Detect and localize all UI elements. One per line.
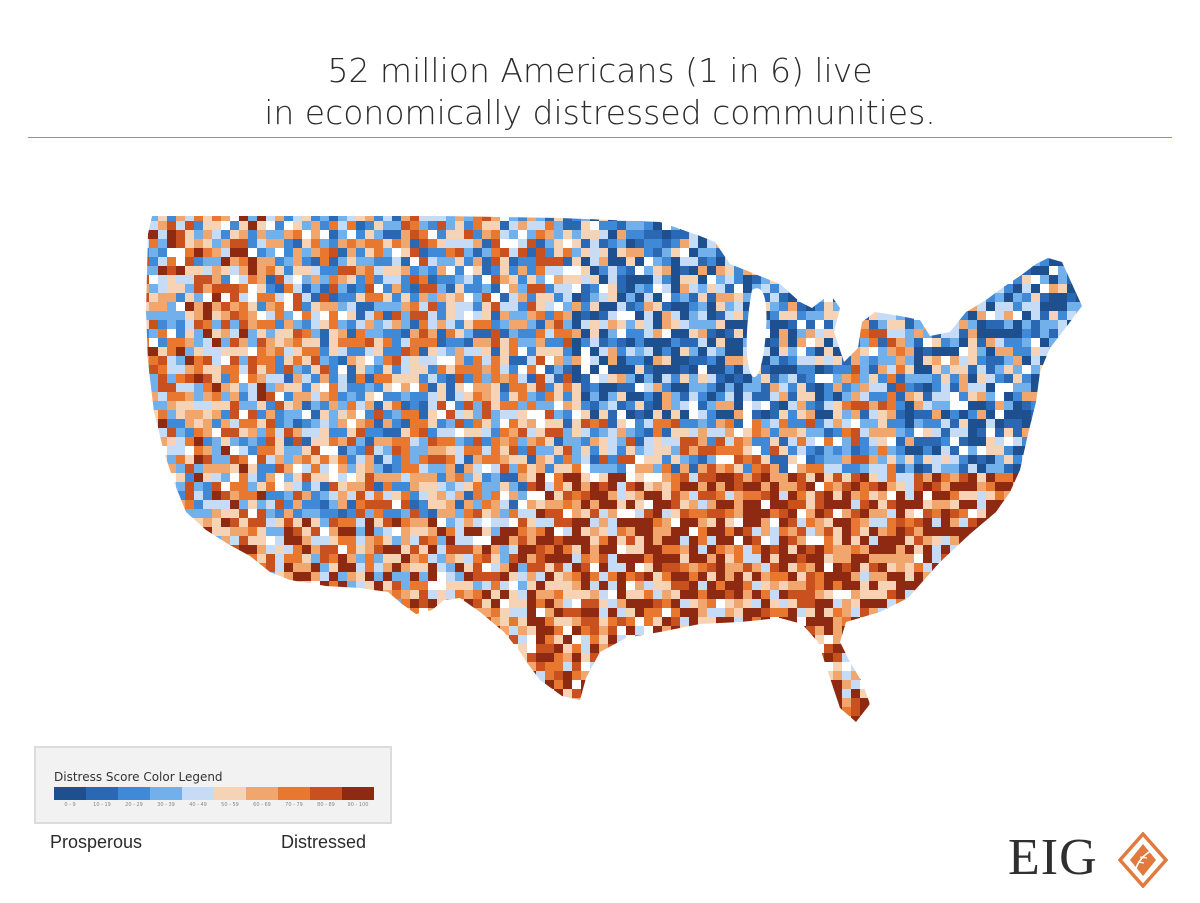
legend-swatch-label: 70 - 79 [285,802,303,808]
legend-swatch-color [246,787,278,800]
legend-swatch: 70 - 79 [278,787,310,808]
legend-swatch: 10 - 19 [86,787,118,808]
legend-swatch-color [150,787,182,800]
legend-swatch-color [310,787,342,800]
legend-swatch-label: 90 - 100 [347,802,369,808]
legend-swatch-color [182,787,214,800]
legend-swatch: 80 - 89 [310,787,342,808]
eig-logo-text: EIG [1008,829,1098,886]
legend-swatches: 0 - 9 10 - 19 20 - 29 30 - 39 40 - 49 50 - 59… [54,787,374,808]
legend: Distress Score Color Legend 0 - 9 10 - 19… [34,746,392,824]
legend-swatch-label: 10 - 19 [93,802,111,808]
legend-swatch: 20 - 29 [118,787,150,808]
legend-swatch-color [118,787,150,800]
legend-swatch-label: 40 - 49 [189,802,207,808]
legend-swatch-color [214,787,246,800]
legend-swatch-color [342,787,374,800]
legend-low-label: Prosperous [50,832,143,852]
legend-swatch-color [278,787,310,800]
legend-swatch: 0 - 9 [54,787,86,808]
lake-michigan-shape [746,288,767,378]
diamond-leaf-icon [1118,832,1168,888]
legend-swatch: 90 - 100 [342,787,374,808]
legend-swatch: 50 - 59 [214,787,246,808]
us-distress-map [140,212,1085,724]
page-title: 52 million Americans (1 in 6) live in ec… [0,50,1200,134]
legend-swatch-label: 60 - 69 [253,802,271,808]
legend-swatch: 30 - 39 [150,787,182,808]
legend-swatch-label: 20 - 29 [125,802,143,808]
us-map-icon [140,212,1085,724]
title-line-2: in economically distressed communities. [264,93,936,132]
legend-swatch: 60 - 69 [246,787,278,808]
legend-title: Distress Score Color Legend [54,770,223,784]
title-divider [28,137,1172,138]
legend-swatch-label: 30 - 39 [157,802,175,808]
legend-swatch-label: 0 - 9 [64,802,76,808]
legend-swatch: 40 - 49 [182,787,214,808]
title-line-1: 52 million Americans (1 in 6) live [327,51,873,90]
legend-high-label: Distressed [281,832,367,852]
lake-superior-shape [794,268,840,286]
legend-swatch-color [86,787,118,800]
legend-swatch-label: 50 - 59 [221,802,239,808]
legend-swatch-label: 80 - 89 [317,802,335,808]
legend-swatch-color [54,787,86,800]
